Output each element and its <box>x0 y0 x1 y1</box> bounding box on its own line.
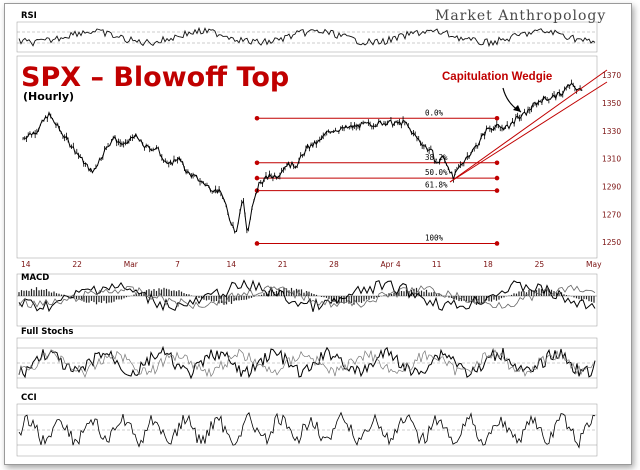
price-bars <box>22 79 583 234</box>
fib-level-dot-right <box>494 241 500 246</box>
x-tick-label: 22 <box>72 260 82 269</box>
stochs-panel: Full Stochs <box>16 327 598 389</box>
stochs-k-line <box>18 345 596 380</box>
chart-subtitle: (Hourly) <box>23 90 74 103</box>
chart-svg: RSI Market Anthropology SPX – Blowoff To… <box>16 8 621 457</box>
fib-level-dot-right <box>494 115 500 121</box>
x-tick-label: 14 <box>226 260 236 269</box>
fib-level-dot-right <box>494 175 500 181</box>
fibonacci-levels: 0.0% 38.2% 50.0% 61.8% 100% <box>254 108 500 246</box>
x-tick-label: Apr 4 <box>381 260 401 269</box>
price-y-axis: 1370 1350 1330 1310 1290 1270 1250 <box>602 71 621 247</box>
fib-level-dot-left <box>254 160 260 166</box>
wedge-upper-line <box>449 69 608 183</box>
y-tick-label: 1250 <box>602 238 621 247</box>
fib-level-dot-left <box>254 175 260 181</box>
macd-signal-line <box>18 284 596 310</box>
macd-panel: MACD <box>16 273 598 327</box>
price-series-line <box>22 82 583 233</box>
fib-level-dot-left <box>254 115 260 121</box>
cci-label: CCI <box>21 393 37 403</box>
macd-line <box>18 279 596 313</box>
x-tick-label: May <box>586 260 602 269</box>
cci-panel: CCI <box>16 393 598 457</box>
chart-title: SPX – Blowoff Top <box>21 62 289 93</box>
x-tick-label: 28 <box>329 260 339 269</box>
rsi-series-line <box>18 26 596 48</box>
x-tick-label: Mar <box>124 260 139 269</box>
fib-level-label: 38.2% <box>425 153 448 162</box>
capitulation-annotation: Capitulation Wedgie <box>442 71 552 83</box>
price-panel-border <box>16 55 598 259</box>
x-tick-label: 14 <box>21 260 31 269</box>
rsi-label: RSI <box>21 11 37 21</box>
y-tick-label: 1310 <box>602 155 621 164</box>
y-tick-label: 1330 <box>602 127 621 136</box>
y-tick-label: 1350 <box>602 99 621 108</box>
fib-level-label: 61.8% <box>425 181 448 190</box>
macd-panel-border <box>16 273 598 327</box>
brand-watermark: Market Anthropology <box>435 8 606 24</box>
fib-level-dot-right <box>494 160 500 166</box>
price-panel: SPX – Blowoff Top (Hourly) 0.0% 38.2% 50.0… <box>16 55 621 259</box>
stochs-label: Full Stochs <box>21 327 73 337</box>
fib-level-label: 50.0% <box>425 168 448 177</box>
x-tick-label: 7 <box>175 260 180 269</box>
rsi-panel-border <box>16 21 598 53</box>
fib-level-dot-left <box>254 241 260 246</box>
x-tick-label: 11 <box>432 260 442 269</box>
y-tick-label: 1370 <box>602 71 621 80</box>
y-tick-label: 1270 <box>602 210 621 219</box>
chart-frame: RSI Market Anthropology SPX – Blowoff To… <box>4 3 632 465</box>
fib-level-dot-right <box>494 188 500 193</box>
y-tick-label: 1290 <box>602 182 621 191</box>
stochs-d-line <box>18 348 596 378</box>
annotation-arrowhead <box>513 105 521 112</box>
wedge-lower-line <box>449 81 608 183</box>
x-tick-label: 21 <box>278 260 288 269</box>
macd-label: MACD <box>21 273 49 283</box>
date-x-axis: 14 22 Mar 7 14 21 28 Apr 4 11 18 25 May <box>21 260 602 269</box>
x-tick-label: 25 <box>535 260 545 269</box>
cci-series-line <box>18 411 596 449</box>
rsi-panel: RSI <box>16 11 598 53</box>
x-tick-label: 18 <box>483 260 493 269</box>
fib-level-label: 100% <box>425 233 444 242</box>
fib-level-label: 0.0% <box>425 108 444 117</box>
